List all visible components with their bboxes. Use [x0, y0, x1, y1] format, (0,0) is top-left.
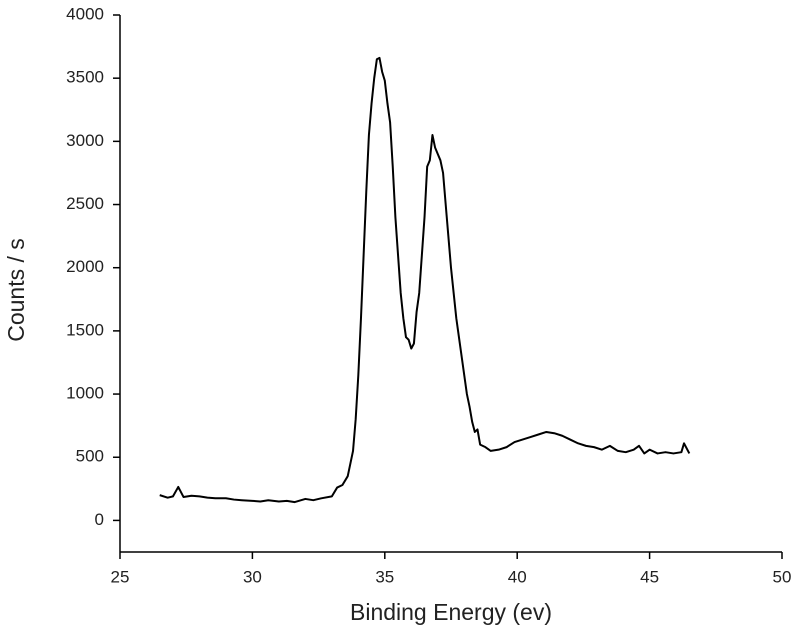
- y-axis-title: Counts / s: [3, 238, 29, 342]
- y-tick-label: 3500: [66, 68, 104, 87]
- x-tick-label: 45: [640, 567, 659, 586]
- y-tick-label: 1000: [66, 384, 104, 403]
- y-tick-label: 0: [95, 510, 104, 529]
- x-tick-label: 30: [243, 567, 262, 586]
- y-tick-label: 1500: [66, 320, 104, 339]
- y-tick-label: 2000: [66, 257, 104, 276]
- y-tick-label: 4000: [66, 4, 104, 23]
- x-axis-title: Binding Energy (ev): [350, 599, 552, 625]
- y-tick-label: 500: [76, 447, 104, 466]
- data-line: [159, 56, 691, 504]
- x-tick-label: 35: [375, 567, 394, 586]
- x-tick-label: 50: [773, 567, 792, 586]
- x-tick-label: 40: [508, 567, 527, 586]
- y-tick-label: 2500: [66, 194, 104, 213]
- x-tick-label: 25: [111, 567, 130, 586]
- y-tick-label: 3000: [66, 131, 104, 150]
